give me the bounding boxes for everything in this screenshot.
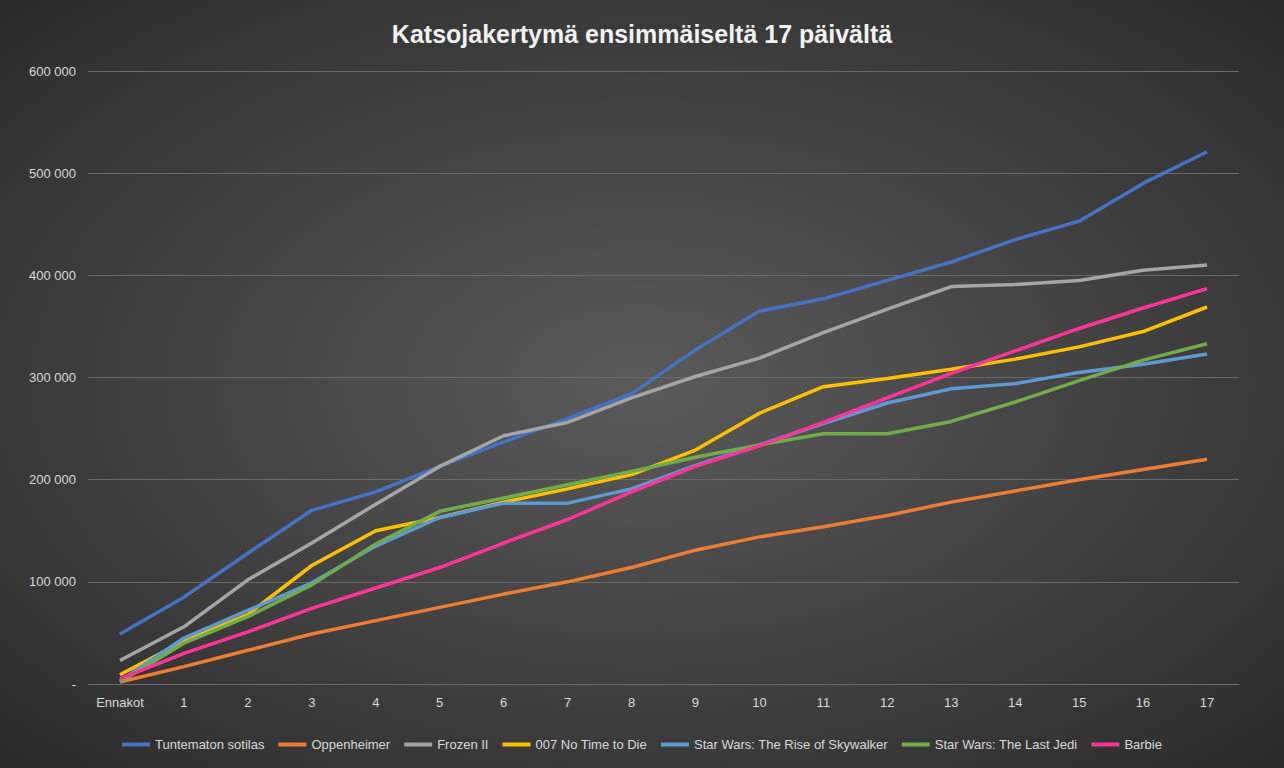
svg-text:5: 5	[436, 695, 443, 710]
svg-text:Tuntematon sotilas: Tuntematon sotilas	[155, 737, 265, 752]
svg-text:Frozen II: Frozen II	[437, 737, 488, 752]
svg-text:Barbie: Barbie	[1124, 737, 1162, 752]
svg-text:Oppenheimer: Oppenheimer	[311, 737, 390, 752]
svg-text:11: 11	[817, 695, 831, 710]
svg-text:10: 10	[752, 695, 766, 710]
svg-text:13: 13	[944, 695, 958, 710]
svg-text:Katsojakertymä ensimmäiseltä 1: Katsojakertymä ensimmäiseltä 17 päivältä	[392, 20, 892, 48]
svg-text:8: 8	[628, 695, 635, 710]
svg-text:600 000: 600 000	[29, 64, 76, 79]
svg-text:Star Wars: The Rise of Skywalk: Star Wars: The Rise of Skywalker	[694, 737, 888, 752]
svg-text:400 000: 400 000	[29, 268, 76, 283]
svg-text:100 000: 100 000	[29, 574, 76, 589]
svg-text:Star Wars: The Last Jedi: Star Wars: The Last Jedi	[935, 737, 1077, 752]
svg-text:16: 16	[1136, 695, 1150, 710]
svg-text:-: -	[72, 677, 76, 692]
svg-text:6: 6	[500, 695, 507, 710]
svg-text:3: 3	[308, 695, 315, 710]
svg-text:4: 4	[372, 695, 379, 710]
svg-text:300 000: 300 000	[29, 370, 76, 385]
svg-text:15: 15	[1072, 695, 1086, 710]
svg-text:9: 9	[692, 695, 699, 710]
svg-text:14: 14	[1008, 695, 1022, 710]
svg-text:200 000: 200 000	[29, 472, 76, 487]
svg-text:2: 2	[244, 695, 251, 710]
svg-text:500 000: 500 000	[29, 166, 76, 181]
svg-text:Ennakot: Ennakot	[96, 695, 144, 710]
svg-text:12: 12	[880, 695, 894, 710]
svg-text:1: 1	[180, 695, 187, 710]
svg-text:7: 7	[564, 695, 571, 710]
svg-text:007 No Time to Die: 007 No Time to Die	[535, 737, 646, 752]
svg-text:17: 17	[1200, 695, 1214, 710]
